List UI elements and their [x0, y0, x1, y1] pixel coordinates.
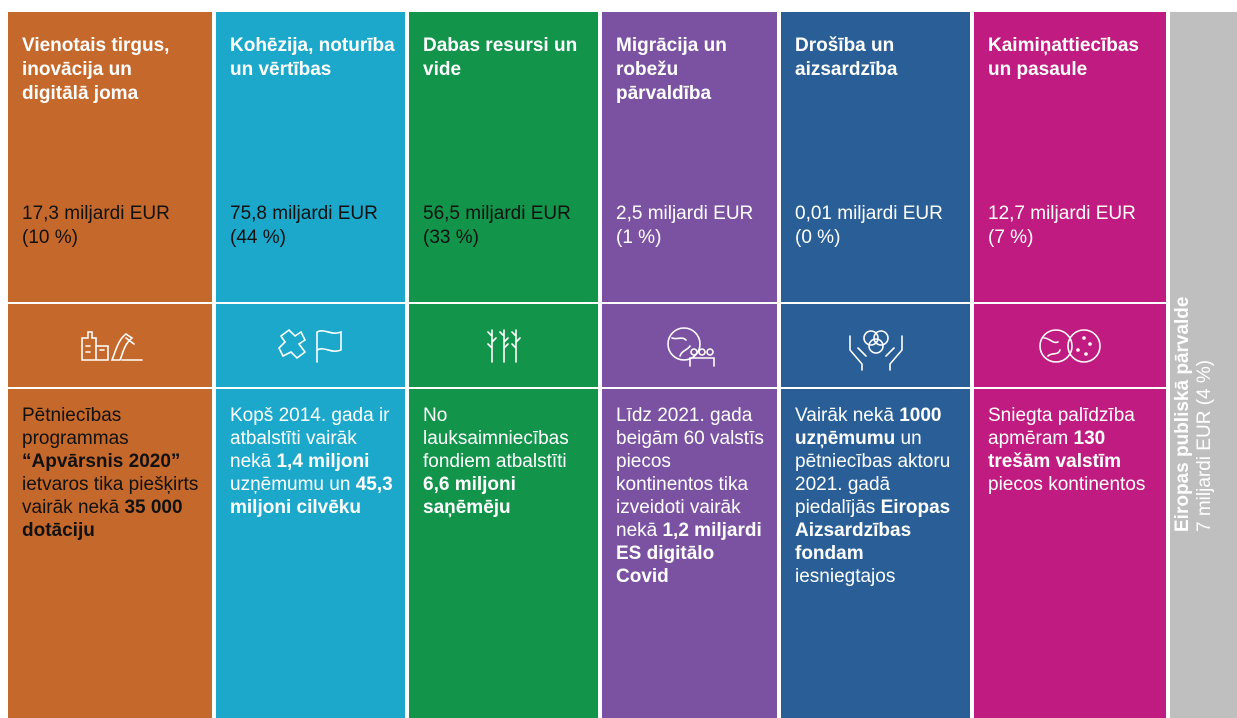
body-segment: Līdz 2021. gada beigām 60 valstīs piecos… [616, 405, 764, 541]
body-segment: 130 trešām valstīm [988, 428, 1122, 472]
body-segment: piecos kontinentos [988, 474, 1146, 495]
icon-row [216, 302, 405, 389]
side-amount: 7 miljardi EUR (4 %) [1194, 359, 1215, 532]
column-header: Migrācija un robežu pārvaldība [616, 35, 727, 104]
column-amount: 75,8 miljardi EUR (44 %) [230, 203, 378, 248]
body-segment: “Apvārsnis 2020” [22, 451, 181, 472]
icon [486, 328, 521, 363]
column: Drošība un aizsardzība 0,01 miljardi EUR … [781, 12, 970, 718]
body-segment: Eiropas Aizsardzības fondam [795, 497, 951, 564]
body-segment: Kopš 2014. gada ir atbalstīti vairāk nek… [230, 405, 390, 472]
icon [81, 330, 143, 361]
body-segment: Pētniecības programmas [22, 405, 129, 449]
column-amount: 0,01 miljardi EUR (0 %) [795, 203, 943, 248]
column: Dabas resursi un vide 56,5 miljardi EUR (… [409, 12, 598, 718]
body-segment: 35 000 dotāciju [22, 497, 183, 541]
side-title: Eiropas publiskā pārvalde [1172, 296, 1193, 532]
column-header: Kaimiņattiecības un pasaule [988, 35, 1139, 80]
icon-row [602, 302, 777, 389]
icon-row [8, 302, 212, 389]
column-header: Dabas resursi un vide [423, 35, 578, 80]
side-text: Eiropas publiskā pārvalde 7 miljardi EUR… [1172, 12, 1216, 532]
column-body: Sniegta palīdzība apmēram 130 trešām val… [988, 404, 1158, 496]
column-body: No lauksaimniecības fondiem atbalstīti 6… [423, 404, 590, 519]
column-amount: 2,5 miljardi EUR (1 %) [616, 203, 754, 248]
column-header: Kohēzija, noturība un vērtības [230, 35, 395, 80]
body-segment: 6,6 miljoni saņēmēju [423, 474, 516, 518]
column: Kohēzija, noturība un vērtības 75,8 milja… [216, 12, 405, 718]
body-segment: Vairāk nekā [795, 405, 900, 426]
column-body: Kopš 2014. gada ir atbalstīti vairāk nek… [230, 404, 397, 519]
icon-row [781, 302, 970, 389]
icon [666, 326, 715, 367]
body-segment: uzņēmumu un [230, 474, 356, 495]
body-segment: un pētniecības aktoru 2021. gadā piedalī… [795, 428, 951, 518]
side-column: Eiropas publiskā pārvalde 7 miljardi EUR… [1170, 12, 1237, 718]
icon-row [974, 302, 1166, 389]
column-amount: 12,7 miljardi EUR (7 %) [988, 203, 1136, 248]
column-body: Vairāk nekā 1000 uzņēmumu un pētniecības… [795, 404, 962, 588]
column-amount: 17,3 miljardi EUR (10 %) [22, 203, 170, 248]
body-segment: 1000 uzņēmumu [795, 405, 942, 449]
column-header: Vienotais tirgus, inovācija un digitālā … [22, 35, 170, 104]
column-body: Pētniecības programmas “Apvārsnis 2020” … [22, 404, 204, 542]
icon-row [409, 302, 598, 389]
body-segment: 1,2 miljardi ES digitālo Covid [616, 520, 762, 587]
body-segment: iesniegtajos [795, 566, 896, 587]
column-body: Līdz 2021. gada beigām 60 valstīs piecos… [616, 404, 769, 588]
body-segment: 45,3 miljoni cilvēku [230, 474, 393, 518]
icon [277, 328, 342, 363]
body-segment: 1,4 miljoni [276, 451, 370, 472]
body-segment: Sniegta palīdzība apmēram [988, 405, 1135, 449]
column-amount: 56,5 miljardi EUR (33 %) [423, 203, 571, 248]
body-segment: No lauksaimniecības fondiem atbalstīti [423, 405, 569, 472]
icon [848, 329, 903, 371]
column: Vienotais tirgus, inovācija un digitālā … [8, 12, 212, 718]
body-segment: ietvaros tika piešķirts vairāk nekā [22, 474, 199, 518]
column: Migrācija un robežu pārvaldība 2,5 miljar… [602, 12, 777, 718]
column: Kaimiņattiecības un pasaule 12,7 miljardi… [974, 12, 1166, 718]
column-header: Drošība un aizsardzība [795, 35, 898, 80]
icon [1039, 328, 1101, 363]
